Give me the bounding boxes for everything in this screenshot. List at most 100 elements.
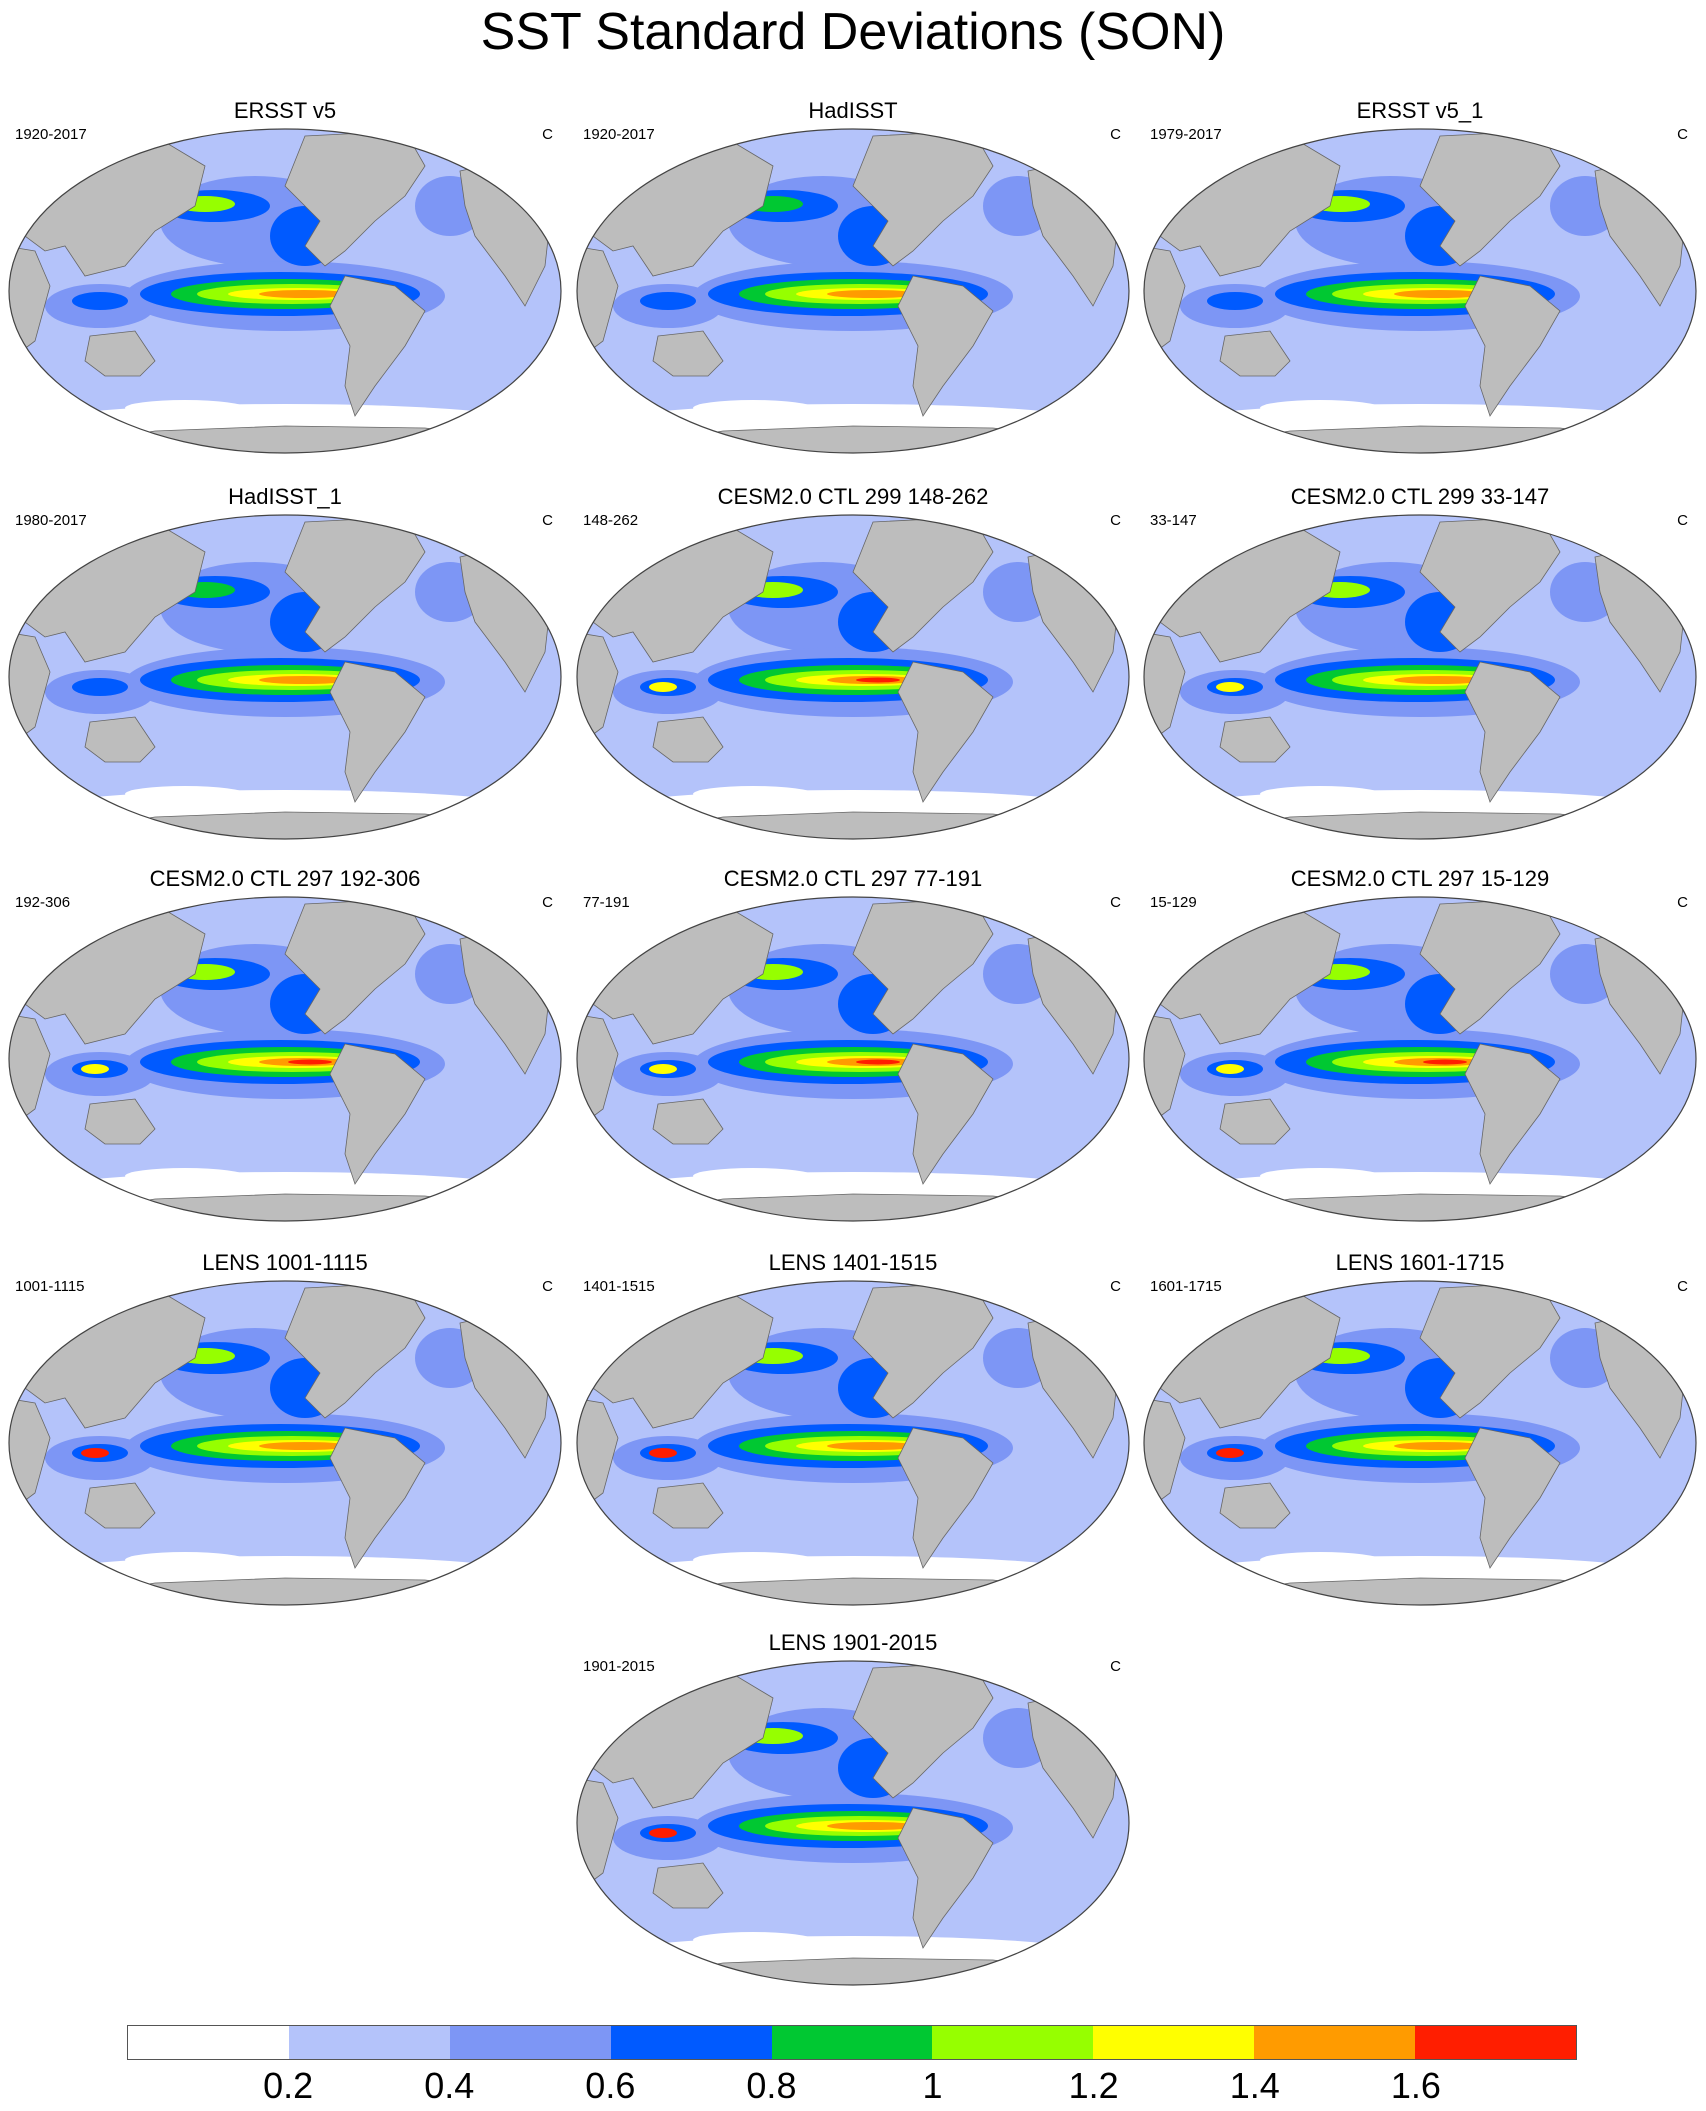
north-america-landmass xyxy=(284,516,426,653)
sst-map xyxy=(1143,896,1697,1222)
southern-ocean-patch xyxy=(125,400,245,416)
sst-map xyxy=(1143,1280,1697,1606)
southern-ocean-patch xyxy=(1260,786,1380,802)
panel-period-label: 1979-2017 xyxy=(1150,126,1222,143)
colorbar-tick-label: 1.6 xyxy=(1390,2065,1441,2106)
panel-unit-label: C xyxy=(1110,1658,1121,1675)
panel-unit-label: C xyxy=(1110,512,1121,529)
warm-pool-core xyxy=(649,1064,677,1074)
colorbar-swatch xyxy=(771,2026,933,2059)
map-panel: HadISST_1 1980-2017 C xyxy=(5,484,565,844)
north-america-landmass xyxy=(1419,130,1561,267)
enso-tongue-contour xyxy=(1394,1442,1484,1450)
panel-unit-label: C xyxy=(542,1278,553,1295)
australia-landmass xyxy=(652,1482,724,1529)
australia-landmass xyxy=(84,330,156,377)
south-america-landmass xyxy=(897,275,994,417)
colorbar-swatch xyxy=(288,2026,450,2059)
antarctica-landmass xyxy=(577,425,1129,453)
antarctica-landmass xyxy=(1144,1193,1696,1221)
north-america-landmass xyxy=(284,898,426,1035)
enso-tongue-contour xyxy=(1423,1059,1467,1065)
enso-tongue-contour xyxy=(288,1059,332,1065)
sst-map xyxy=(576,128,1130,454)
panel-unit-label: C xyxy=(1677,1278,1688,1295)
enso-tongue-contour xyxy=(827,290,917,298)
southern-ocean-patch xyxy=(693,786,813,802)
map-panel: CESM2.0 CTL 297 15-129 15-129 C xyxy=(1140,866,1700,1226)
australia-landmass xyxy=(652,1862,724,1909)
panel-title: HadISST xyxy=(808,98,898,123)
south-america-landmass xyxy=(329,275,426,417)
map-panel: ERSST v5 1920-2017 C xyxy=(5,98,565,458)
colorbar-swatch xyxy=(610,2026,772,2059)
panel-title: CESM2.0 CTL 297 77-191 xyxy=(723,866,983,891)
antarctica-landmass xyxy=(577,1577,1129,1605)
map-border xyxy=(576,514,1130,840)
south-america-landmass xyxy=(897,1427,994,1569)
panel-title: LENS 1901-2015 xyxy=(768,1630,938,1655)
antarctica-landmass xyxy=(577,1957,1129,1985)
colorbar-swatch xyxy=(932,2026,1094,2059)
south-america-landmass xyxy=(897,1807,994,1949)
antarctica-landmass xyxy=(9,425,561,453)
panel-period-label: 15-129 xyxy=(1150,894,1197,911)
panel-unit-label: C xyxy=(1677,512,1688,529)
sst-map xyxy=(8,896,562,1222)
antarctica-landmass xyxy=(577,811,1129,839)
warm-pool-region xyxy=(1207,292,1263,310)
map-panel: CESM2.0 CTL 297 192-306 192-306 C xyxy=(5,866,565,1226)
australia-landmass xyxy=(652,716,724,763)
panel-period-label: 1001-1115 xyxy=(15,1278,85,1295)
panel-unit-label: C xyxy=(1110,894,1121,911)
sst-map xyxy=(8,128,562,454)
south-america-landmass xyxy=(1464,275,1561,417)
sst-map xyxy=(1143,128,1697,454)
north-america-landmass xyxy=(852,130,994,267)
sst-map xyxy=(576,896,1130,1222)
australia-landmass xyxy=(1219,330,1291,377)
southern-ocean-patch xyxy=(693,400,813,416)
panel-period-label: 1980-2017 xyxy=(15,512,87,529)
warm-pool-core xyxy=(1216,1064,1244,1074)
map-border xyxy=(8,514,562,840)
south-america-landmass xyxy=(329,1427,426,1569)
warm-pool-core xyxy=(649,682,677,692)
warm-pool-region xyxy=(72,678,128,696)
colorbar-swatch xyxy=(449,2026,611,2059)
map-panel: LENS 1401-1515 1401-1515 C xyxy=(573,1250,1133,1610)
south-america-landmass xyxy=(1464,661,1561,803)
south-america-landmass xyxy=(1464,1043,1561,1185)
southern-ocean-patch xyxy=(125,1552,245,1568)
southern-ocean-patch xyxy=(693,1168,813,1184)
colorbar-swatch xyxy=(1093,2026,1255,2059)
map-panel: ERSST v5_1 1979-2017 C xyxy=(1140,98,1700,458)
colorbar-tick-label: 0.4 xyxy=(424,2065,475,2106)
enso-tongue-contour xyxy=(856,1059,900,1065)
panel-title: ERSST v5 xyxy=(233,98,337,123)
panel-period-label: 148-262 xyxy=(583,512,639,529)
south-america-landmass xyxy=(1464,1427,1561,1569)
enso-tongue-contour xyxy=(856,677,900,683)
map-border xyxy=(1143,1280,1697,1606)
panel-unit-label: C xyxy=(542,512,553,529)
warm-pool-core xyxy=(649,1828,677,1838)
panel-period-label: 1401-1515 xyxy=(583,1278,655,1295)
enso-tongue-contour xyxy=(259,676,349,684)
antarctica-landmass xyxy=(1144,425,1696,453)
colorbar-tick-label: 1.2 xyxy=(1068,2065,1119,2106)
sst-map xyxy=(8,514,562,840)
southern-ocean-patch xyxy=(1260,1168,1380,1184)
panel-unit-label: C xyxy=(1677,126,1688,143)
map-panel: CESM2.0 CTL 299 148-262 148-262 C xyxy=(573,484,1133,844)
australia-landmass xyxy=(84,1098,156,1145)
map-border xyxy=(1143,128,1697,454)
australia-landmass xyxy=(1219,1482,1291,1529)
panel-unit-label: C xyxy=(542,894,553,911)
map-panel: LENS 1601-1715 1601-1715 C xyxy=(1140,1250,1700,1610)
panel-period-label: 192-306 xyxy=(15,894,71,911)
southern-ocean-patch xyxy=(1260,1552,1380,1568)
map-panel: CESM2.0 CTL 299 33-147 33-147 C xyxy=(1140,484,1700,844)
colorbar-tick-label: 1.4 xyxy=(1229,2065,1280,2106)
map-border xyxy=(8,1280,562,1606)
